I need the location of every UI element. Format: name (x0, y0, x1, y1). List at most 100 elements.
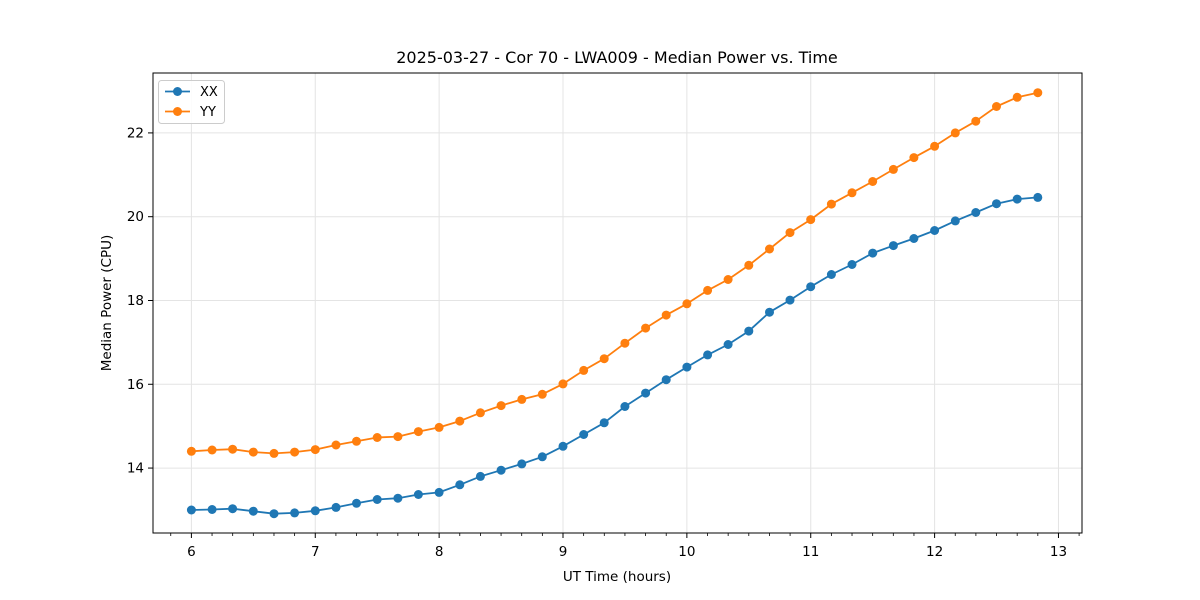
data-point-YY (186, 446, 196, 456)
data-point-YY (352, 436, 361, 446)
data-point-XX (744, 326, 754, 336)
plot-border (152, 72, 1083, 534)
axis-ticks (148, 132, 1080, 538)
data-point-YY (310, 445, 320, 455)
data-point-XX (248, 506, 258, 516)
data-point-YY (930, 141, 940, 151)
data-point-YY (496, 401, 506, 411)
data-point-XX (806, 282, 816, 292)
data-point-XX (992, 199, 1001, 209)
data-point-YY (765, 244, 774, 254)
data-point-XX (372, 495, 382, 504)
data-point-YY (744, 260, 754, 270)
y-tick-label: 22 (127, 125, 144, 141)
data-point-YY (228, 444, 238, 454)
data-point-XX (331, 502, 341, 512)
data-point-XX (909, 234, 919, 243)
legend-sample-marker (173, 87, 182, 96)
data-point-YY (847, 188, 857, 198)
data-point-XX (641, 388, 651, 398)
data-point-YY (393, 432, 403, 442)
data-point-YY (703, 285, 713, 295)
series-line-YY (190, 91, 1039, 455)
x-tick-label: 7 (311, 544, 320, 560)
data-point-YY (1033, 88, 1043, 98)
data-point-YY (579, 365, 589, 375)
data-point-XX (517, 459, 527, 469)
y-tick-label: 14 (127, 461, 144, 477)
data-point-XX (868, 248, 878, 258)
x-tick-label: 6 (187, 544, 196, 560)
data-point-YY (806, 215, 816, 225)
x-tick-label: 8 (435, 544, 444, 560)
data-point-XX (1033, 192, 1043, 202)
data-point-XX (950, 216, 960, 226)
data-point-YY (413, 427, 423, 437)
x-axis-label: UT Time (hours) (563, 569, 671, 585)
data-point-XX (186, 505, 196, 515)
x-tick-label: 10 (678, 544, 695, 560)
data-point-YY (599, 354, 609, 364)
data-point-XX (888, 241, 898, 251)
data-point-YY (207, 445, 217, 455)
data-point-YY (558, 379, 568, 389)
data-point-YY (455, 416, 465, 426)
data-point-YY (992, 102, 1001, 111)
data-point-XX (434, 487, 444, 497)
data-point-XX (579, 430, 589, 439)
data-point-XX (1012, 194, 1022, 204)
x-tick-label: 13 (1050, 544, 1067, 560)
data-point-YY (888, 164, 898, 174)
data-point-YY (785, 228, 795, 238)
data-point-XX (558, 441, 568, 451)
y-axis-label: Median Power (CPU) (99, 235, 115, 371)
legend-sample-marker (173, 107, 182, 116)
data-point-YY (269, 448, 279, 458)
data-series (186, 88, 1043, 519)
chart-title: 2025-03-27 - Cor 70 - LWA009 - Median Po… (396, 48, 838, 67)
data-point-YY (475, 408, 485, 418)
data-point-XX (310, 506, 320, 516)
data-point-YY (290, 447, 300, 457)
tick-labels: 6 7 8 9 10 11 12 13 14 16 18 20 22 (127, 125, 1067, 560)
data-point-XX (723, 340, 733, 349)
data-point-XX (930, 226, 940, 235)
data-point-XX (290, 508, 300, 518)
data-point-XX (661, 375, 671, 385)
x-tick-label: 12 (926, 544, 943, 560)
data-point-YY (971, 116, 981, 126)
data-point-XX (413, 490, 423, 499)
data-point-XX (785, 295, 795, 305)
data-point-XX (765, 307, 774, 317)
legend-label: YY (199, 105, 216, 120)
data-point-YY (909, 153, 919, 163)
data-point-XX (228, 504, 238, 514)
data-point-XX (971, 208, 981, 217)
data-point-YY (434, 422, 444, 432)
legend-label: XX (200, 85, 218, 100)
data-point-XX (352, 498, 361, 508)
series-line-XX (190, 196, 1039, 515)
x-tick-label: 11 (802, 544, 819, 560)
y-tick-label: 20 (127, 209, 144, 225)
data-point-XX (393, 493, 403, 503)
data-point-XX (475, 471, 485, 481)
data-point-XX (847, 260, 857, 269)
legend: XX YY (158, 80, 225, 124)
x-tick-label: 9 (559, 544, 568, 560)
data-point-YY (1012, 92, 1022, 102)
data-point-XX (269, 509, 279, 519)
data-point-YY (950, 128, 960, 138)
data-point-YY (682, 299, 692, 309)
data-point-YY (517, 394, 527, 404)
data-point-XX (682, 362, 692, 372)
data-point-XX (599, 418, 609, 428)
data-point-YY (620, 338, 630, 348)
data-point-XX (496, 465, 506, 475)
data-point-XX (537, 452, 547, 462)
data-point-YY (372, 433, 382, 442)
data-point-YY (661, 310, 671, 320)
data-point-XX (455, 480, 465, 490)
